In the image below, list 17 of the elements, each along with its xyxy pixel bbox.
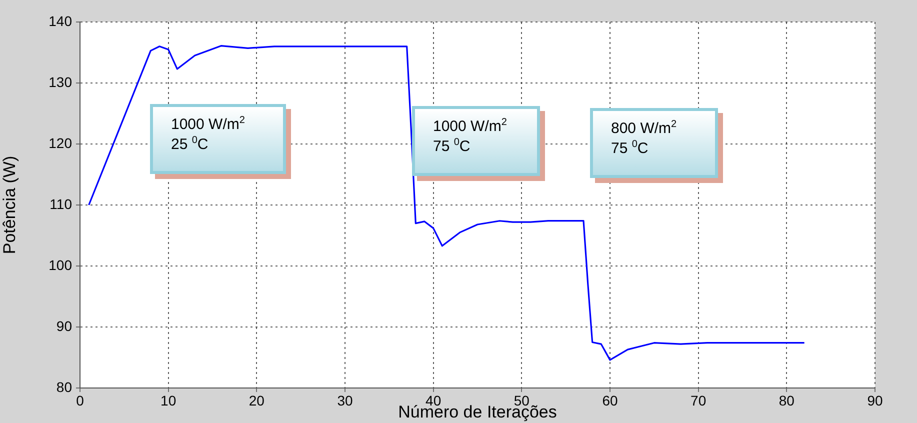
x-tick-label: 10 (160, 392, 176, 408)
x-tick-label: 80 (778, 392, 795, 408)
x-tick-label: 70 (690, 392, 706, 408)
x-tick-label: 30 (337, 392, 353, 408)
x-tick-label: 50 (514, 392, 530, 408)
x-tick-label: 0 (76, 392, 84, 408)
y-axis-title: Potência (W) (0, 156, 19, 254)
x-tick-label: 20 (248, 392, 265, 408)
x-tick-label: 90 (867, 392, 883, 408)
y-tick-label: 100 (48, 256, 72, 273)
y-tick-label: 120 (48, 134, 72, 151)
y-tick-label: 130 (48, 74, 72, 90)
y-tick-label: 90 (56, 318, 72, 334)
y-tick-label: 80 (56, 378, 72, 395)
x-tick-label: 60 (602, 392, 618, 408)
y-tick-label: 110 (50, 196, 72, 212)
y-tick-label: 140 (48, 12, 72, 29)
